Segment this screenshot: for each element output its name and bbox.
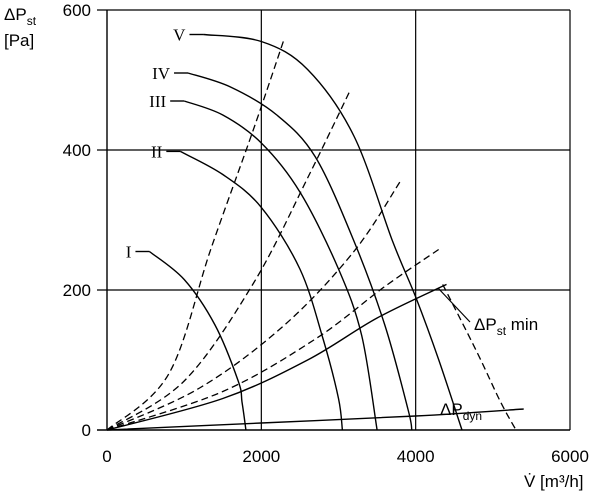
x-tick-label: 6000 bbox=[551, 447, 589, 466]
pst-min-annotation: ΔPst min bbox=[474, 315, 538, 338]
y-tick-label: 200 bbox=[63, 281, 91, 300]
x-tick-label: 0 bbox=[102, 447, 111, 466]
y-axis-label: ΔPst bbox=[4, 5, 37, 28]
fan-curve-ii bbox=[179, 150, 344, 431]
x-tick-label: 4000 bbox=[397, 447, 435, 466]
fan-curve-label-iii: III bbox=[149, 92, 166, 111]
pst-min-curve bbox=[106, 283, 447, 431]
fan-curve-label-iv: IV bbox=[152, 64, 171, 83]
fan-curve-label-v: V bbox=[173, 26, 186, 45]
x-tick-label: 2000 bbox=[242, 447, 280, 466]
system-curve-4 bbox=[106, 248, 440, 431]
curves bbox=[106, 33, 524, 431]
fan-curve-iii bbox=[183, 100, 378, 431]
x-axis-label: V̇ [m³/h] bbox=[524, 472, 584, 491]
fan-curve-label-i: I bbox=[126, 243, 132, 262]
max-limit-curve bbox=[442, 284, 517, 431]
fan-curve-v bbox=[203, 33, 463, 431]
y-tick-label: 400 bbox=[63, 141, 91, 160]
system-curve-1 bbox=[106, 37, 286, 431]
pdyn-annotation: ΔPdyn bbox=[440, 400, 482, 423]
fan-curve-i bbox=[148, 250, 247, 431]
pdyn-curve bbox=[106, 408, 524, 431]
fan-curve-iv bbox=[187, 72, 413, 431]
system-curve-3 bbox=[106, 181, 401, 431]
y-axis-unit: [Pa] bbox=[4, 31, 34, 50]
grid bbox=[97, 9, 571, 431]
y-tick-label: 600 bbox=[63, 1, 91, 20]
system-curve-2 bbox=[106, 90, 351, 431]
pst-min-leader bbox=[437, 287, 471, 323]
tick-labels: 0 2000 4000 6000 0 200 400 600 bbox=[63, 1, 589, 466]
y-tick-label: 0 bbox=[82, 421, 91, 440]
fan-curve-label-ii: II bbox=[151, 142, 163, 161]
